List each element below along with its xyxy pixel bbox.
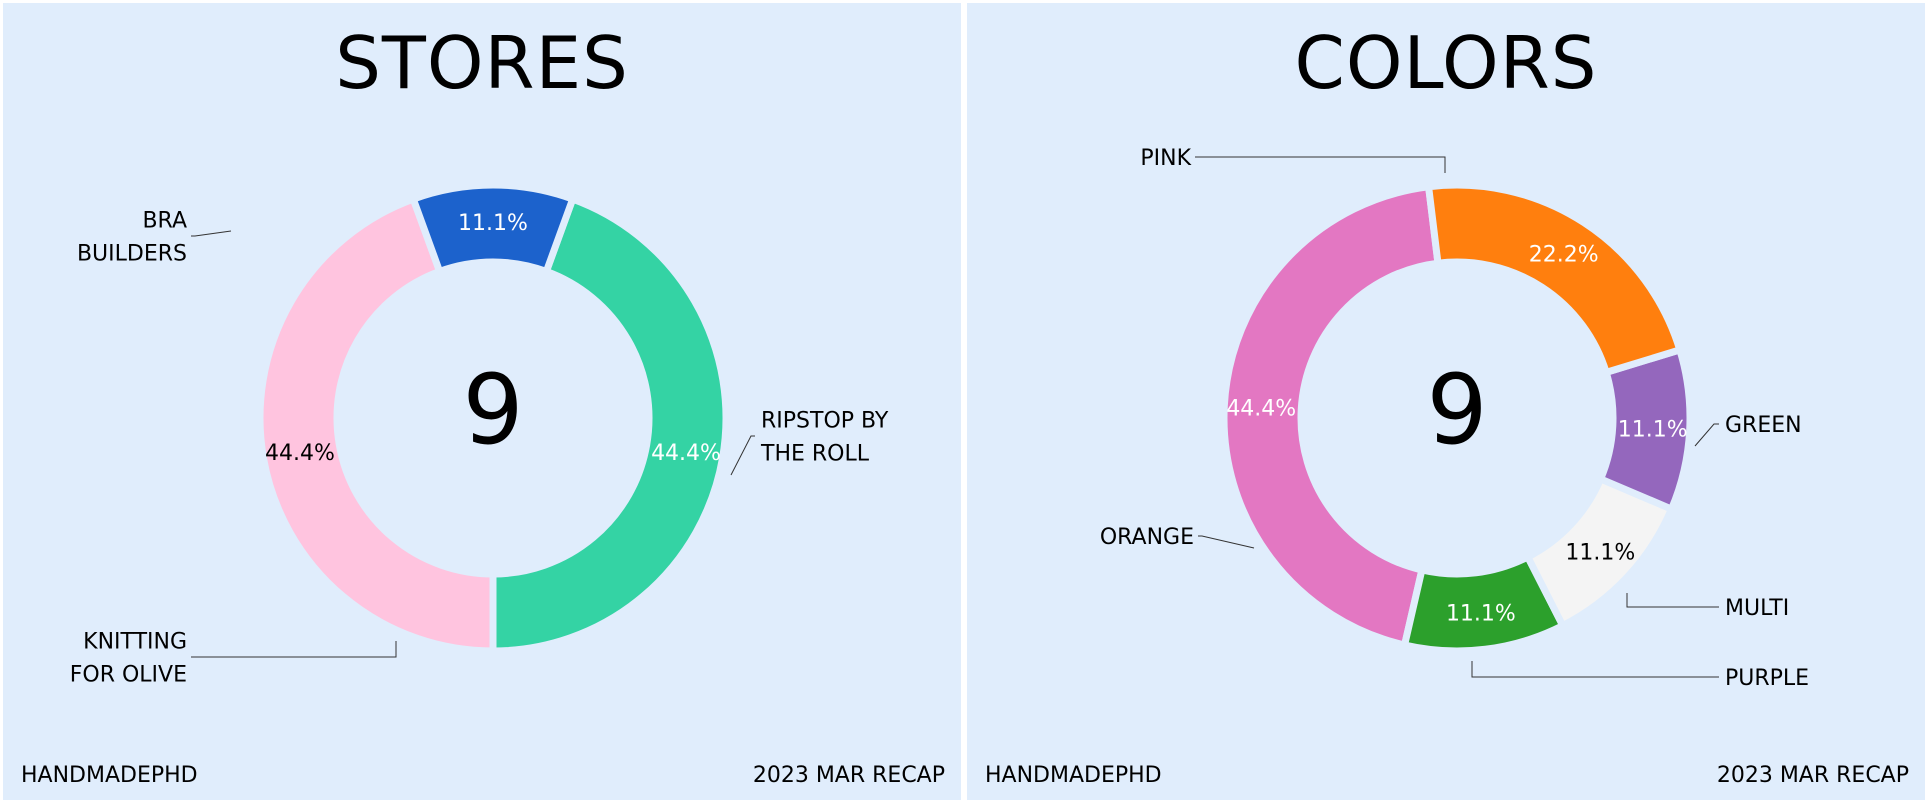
category-label-pink: PINK xyxy=(1140,146,1191,171)
leader-line-multi xyxy=(1626,593,1719,608)
category-label-purple: PURPLE xyxy=(1725,666,1809,691)
category-label-knitting-for-olive: FOR OLIVE xyxy=(70,663,187,688)
slice-ripstop-by-the-roll xyxy=(256,194,497,655)
category-label-bra-builders: BRA xyxy=(142,209,187,234)
stores-center-total: 9 xyxy=(462,354,524,466)
pct-label-pink: 44.4% xyxy=(1226,397,1296,422)
leader-line-orange xyxy=(1198,535,1255,549)
footer-recap: 2023 MAR RECAP xyxy=(1716,763,1909,788)
category-label-bra-builders: BUILDERS xyxy=(77,242,187,267)
category-label-ripstop-by-the-roll: RIPSTOP BY xyxy=(761,409,889,434)
colors-panel: COLORS 44.4% PINK 11.1% GREEN 11.1% MULTI 11.1… xyxy=(967,3,1925,800)
leader-line-bra-builders xyxy=(191,230,232,237)
colors-chart-title: COLORS xyxy=(1294,21,1598,105)
leader-line-pink xyxy=(1195,156,1446,173)
colors-center-total: 9 xyxy=(1426,354,1488,466)
footer-recap: 2023 MAR RECAP xyxy=(752,763,945,788)
slice-pink xyxy=(1220,182,1442,650)
stores-panel: STORES 44.4% BRA BUILDERS 44.4% RIPSTOP BY TH… xyxy=(3,3,961,800)
footer-brand: HANDMADEPHD xyxy=(21,763,198,788)
pct-label-multi: 11.1% xyxy=(1565,541,1635,566)
stores-chart-title: STORES xyxy=(335,21,629,105)
slice-orange xyxy=(1424,181,1685,377)
leader-line-green xyxy=(1694,423,1719,447)
leader-line-purple xyxy=(1471,661,1719,678)
pct-label-purple: 11.1% xyxy=(1618,417,1688,442)
leader-line-ripstop-by-the-roll xyxy=(730,435,755,476)
leader-line-knitting-for-olive xyxy=(191,641,397,658)
pct-label-orange: 22.2% xyxy=(1529,243,1599,268)
pct-label-ripstop-by-the-roll: 44.4% xyxy=(265,441,335,466)
pct-label-knitting-for-olive: 11.1% xyxy=(458,211,528,236)
category-label-orange: ORANGE xyxy=(1100,525,1194,550)
category-label-ripstop-by-the-roll: THE ROLL xyxy=(760,442,870,467)
pct-label-bra-builders: 44.4% xyxy=(651,441,721,466)
category-label-green: GREEN xyxy=(1725,413,1802,438)
colors-donut-chart: 44.4% PINK 11.1% GREEN 11.1% MULTI 11.1% PURPLE… xyxy=(1100,146,1809,691)
slice-knitting-for-olive xyxy=(408,181,578,276)
footer-brand: HANDMADEPHD xyxy=(985,763,1162,788)
stores-donut-chart: 44.4% BRA BUILDERS 44.4% RIPSTOP BY THE ROLL 1… xyxy=(70,181,889,688)
category-label-knitting-for-olive: KNITTING xyxy=(83,630,187,655)
slice-bra-builders xyxy=(489,194,730,655)
pct-label-green: 11.1% xyxy=(1446,602,1516,627)
category-label-multi: MULTI xyxy=(1725,596,1789,621)
